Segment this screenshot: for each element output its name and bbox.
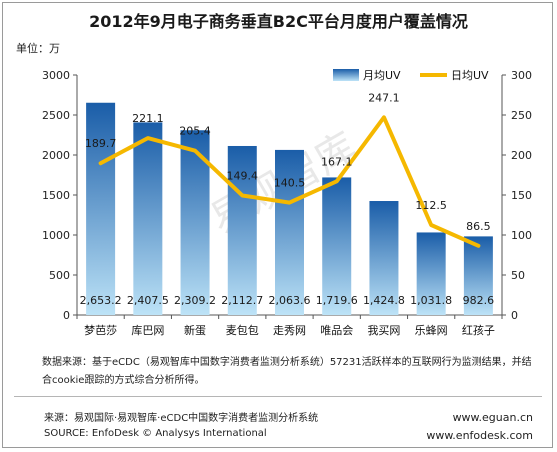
- x-tick-label: 麦包包: [226, 324, 259, 337]
- line-value-label: 140.5: [274, 177, 306, 190]
- x-tick-label: 梦芭莎: [84, 323, 117, 337]
- bar: [275, 149, 304, 315]
- bar: [463, 236, 493, 315]
- x-tick-label: 新蛋: [184, 323, 206, 337]
- source-chinese: 来源：易观国际·易观智库·eCDC中国数字消费者监测分析系统: [44, 413, 319, 424]
- line-value-label: 149.4: [227, 169, 259, 182]
- line-value-label: 247.1: [368, 91, 400, 104]
- x-tick-label: 我买网: [367, 324, 400, 337]
- bar: [369, 201, 399, 315]
- legend-swatch-monthly-uv: [333, 69, 359, 81]
- line-value-label: 189.7: [85, 137, 117, 150]
- bar: [227, 145, 257, 315]
- bar-value-label: 1,424.8: [363, 294, 405, 307]
- y-left-tick-label: 2000: [42, 149, 70, 162]
- y-right-tick-label: 250: [511, 109, 532, 122]
- bar-value-label: 2,063.6: [269, 294, 311, 307]
- bar-value-label: 2,309.2: [174, 294, 216, 307]
- line-point: [99, 161, 103, 165]
- x-tick-label: 乐蜂网: [415, 323, 448, 337]
- bar-value-label: 2,407.5: [127, 294, 169, 307]
- website-enfodesk: www.enfodesk.com: [426, 429, 533, 442]
- y-left-tick-label: 1000: [42, 229, 70, 242]
- line-value-label: 167.1: [321, 155, 353, 168]
- bar: [133, 122, 163, 316]
- line-point: [193, 149, 197, 153]
- line-point: [335, 179, 339, 183]
- y-left-tick-label: 0: [63, 309, 70, 322]
- y-right-tick-label: 50: [511, 269, 525, 282]
- footer-divider: [14, 396, 542, 397]
- data-source-note: 数据来源：基于eCDC（易观智库中国数字消费者监测分析系统）57231活跃样本的…: [42, 357, 532, 386]
- line-value-label: 86.5: [466, 220, 491, 233]
- bar: [322, 177, 352, 315]
- y-right-tick-label: 200: [511, 149, 532, 162]
- legend-label-daily-uv: 日均UV: [451, 69, 489, 82]
- y-left-tick-label: 1500: [42, 189, 70, 202]
- y-right-tick-label: 150: [511, 189, 532, 202]
- y-right-tick-label: 0: [511, 309, 518, 322]
- line-point: [240, 193, 244, 197]
- y-left-tick-label: 3000: [42, 69, 70, 82]
- unit-label: 单位：万: [16, 42, 60, 55]
- y-right-tick-label: 100: [511, 229, 532, 242]
- bar-value-label: 2,653.2: [80, 294, 122, 307]
- x-tick-label: 库巴网: [131, 324, 164, 337]
- line-value-label: 112.5: [415, 199, 447, 212]
- line-value-label: 221.1: [132, 112, 164, 125]
- line-point: [382, 115, 386, 119]
- bar: [86, 102, 116, 315]
- chart-title: 2012年9月电子商务垂直B2C平台月度用户覆盖情况: [89, 12, 468, 31]
- bar-value-label: 982.6: [463, 294, 495, 307]
- y-right-tick-label: 300: [511, 69, 532, 82]
- y-left-tick-label: 2500: [42, 109, 70, 122]
- line-point: [429, 223, 433, 227]
- bar: [416, 232, 446, 315]
- legend-label-monthly-uv: 月均UV: [363, 69, 401, 82]
- source-english: SOURCE: EnfoDesk © Analysys Internationa…: [44, 428, 267, 439]
- line-point: [476, 244, 480, 248]
- line-value-label: 205.4: [179, 125, 211, 138]
- line-point: [288, 201, 291, 205]
- x-tick-label: 走秀网: [273, 324, 306, 337]
- y-left-tick-label: 500: [49, 269, 70, 282]
- x-tick-label: 唯品会: [320, 324, 353, 337]
- bar-value-label: 1,031.8: [410, 294, 452, 307]
- line-point: [146, 136, 150, 140]
- x-tick-label: 红孩子: [462, 324, 495, 337]
- website-eguan: www.eguan.cn: [452, 411, 533, 424]
- bar-value-label: 1,719.6: [316, 294, 358, 307]
- bar-value-label: 2,112.7: [221, 294, 263, 307]
